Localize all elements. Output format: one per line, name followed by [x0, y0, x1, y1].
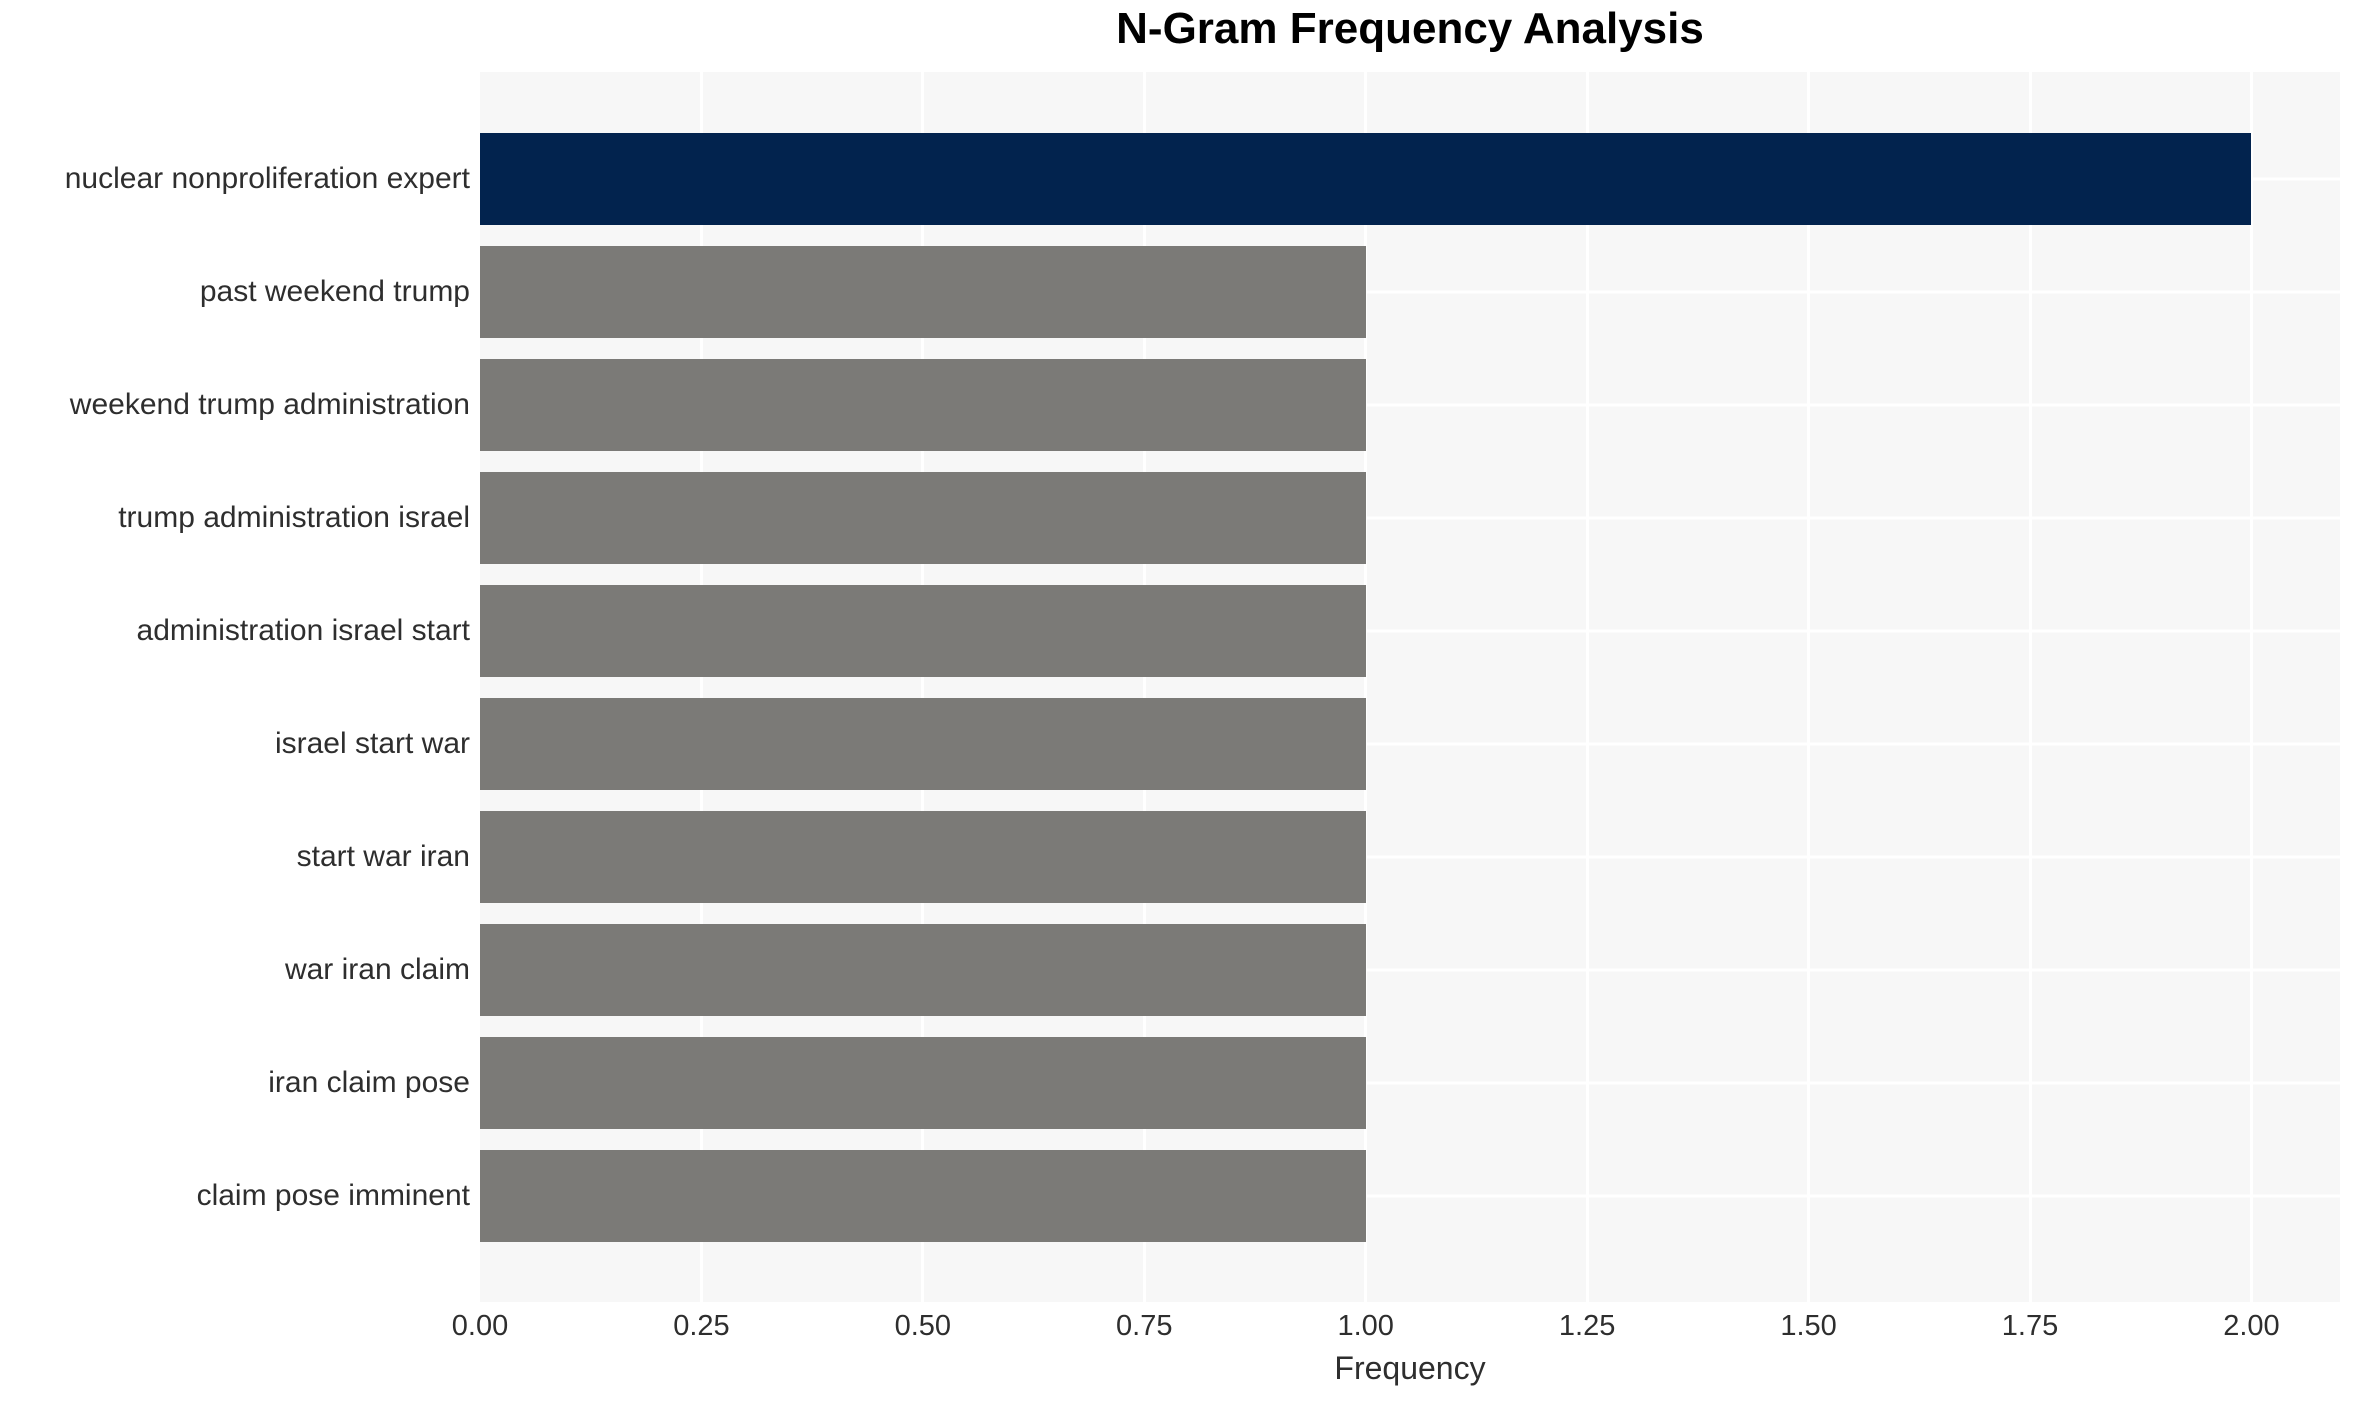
y-tick-label: administration israel start — [136, 613, 470, 647]
bar-row: nuclear nonproliferation expert — [65, 122, 2340, 235]
x-tick-label: 0.50 — [894, 1310, 952, 1342]
bar — [480, 1036, 1366, 1129]
bar — [480, 584, 1366, 677]
chart-title: N-Gram Frequency Analysis — [1116, 4, 1704, 53]
bar — [480, 471, 1366, 564]
y-tick-label: start war iran — [296, 839, 470, 873]
gridline-vertical — [2028, 72, 2032, 1302]
y-tick-label: israel start war — [274, 726, 470, 760]
bar — [480, 923, 1366, 1016]
gridline-horizontal — [480, 290, 2340, 293]
bar — [480, 132, 2252, 225]
x-axis-ticks: 0.00 0.25 0.50 0.75 1.00 1.25 1.50 1.75 2.00 — [452, 1310, 2340, 1346]
gridline-horizontal — [480, 629, 2340, 632]
y-tick-label: trump administration israel — [118, 500, 470, 534]
bar-rows: nuclear nonproliferation expert past week… — [65, 72, 2340, 1302]
bar — [480, 245, 1366, 338]
x-tick-label: 2.00 — [2223, 1310, 2280, 1342]
y-tick-label: claim pose imminent — [196, 1178, 470, 1212]
plot-area: nuclear nonproliferation expert past week… — [65, 72, 2340, 1302]
bar — [480, 810, 1366, 903]
bar-row: war iran claim — [285, 913, 2340, 1026]
y-tick-label: war iran claim — [284, 952, 470, 986]
gridline-vertical — [921, 72, 925, 1302]
x-tick-label: 1.75 — [2001, 1310, 2059, 1342]
bar-row: israel start war — [275, 687, 2340, 800]
gridline-vertical — [1364, 72, 1368, 1302]
bar-row: trump administration israel — [118, 461, 2340, 574]
y-tick-label: weekend trump administration — [69, 387, 470, 421]
bar — [480, 1149, 1366, 1242]
gridline-vertical — [699, 72, 703, 1302]
x-axis-title: Frequency — [1334, 1350, 1486, 1386]
x-tick-label: 1.50 — [1780, 1310, 1837, 1342]
bar-row: iran claim pose — [268, 1026, 2340, 1139]
bar — [480, 358, 1366, 451]
gridline-horizontal — [480, 403, 2340, 406]
gridline-vertical — [1807, 72, 1811, 1302]
x-tick-label: 0.00 — [451, 1310, 509, 1342]
bar-row: administration israel start — [137, 574, 2340, 687]
bar-row: weekend trump administration — [70, 348, 2340, 461]
gridline-horizontal — [480, 1194, 2340, 1197]
gridline-horizontal — [480, 855, 2340, 858]
x-tick-label: 1.25 — [1558, 1310, 1616, 1342]
x-tick-label: 1.00 — [1337, 1310, 1394, 1342]
y-tick-label: nuclear nonproliferation expert — [64, 161, 470, 195]
gridline-vertical — [1585, 72, 1589, 1302]
gridline-horizontal — [480, 1081, 2340, 1084]
bar-row: start war iran — [297, 800, 2340, 913]
gridline-horizontal — [480, 968, 2340, 971]
bar-row: past weekend trump — [200, 235, 2340, 348]
gridline-vertical — [1142, 72, 1146, 1302]
y-tick-label: iran claim pose — [268, 1065, 470, 1099]
gridline-horizontal — [480, 742, 2340, 745]
bar — [480, 697, 1366, 790]
x-tick-label: 0.75 — [1116, 1310, 1173, 1342]
gridline-horizontal — [480, 516, 2340, 519]
x-tick-label: 0.25 — [673, 1310, 730, 1342]
gridline-vertical — [2249, 72, 2253, 1302]
y-tick-label: past weekend trump — [199, 274, 470, 308]
bar-row: claim pose imminent — [197, 1139, 2340, 1252]
